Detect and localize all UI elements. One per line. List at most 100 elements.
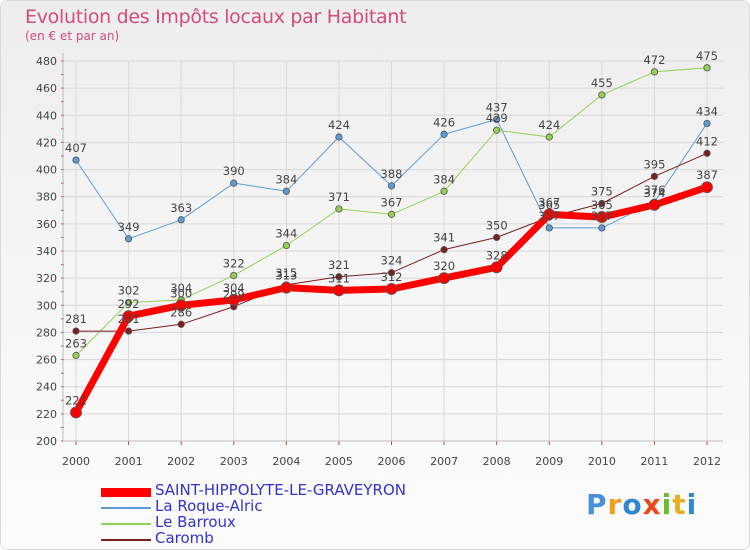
data-label: 344 — [275, 227, 297, 241]
data-label: 434 — [696, 104, 718, 118]
data-point — [122, 310, 135, 323]
x-tick-label: 2011 — [640, 455, 668, 468]
data-point — [387, 269, 396, 277]
data-point — [124, 327, 133, 335]
data-label: 426 — [433, 115, 455, 129]
data-point — [387, 210, 396, 218]
data-label: 371 — [328, 190, 350, 204]
data-point — [72, 156, 80, 164]
data-point — [493, 233, 501, 242]
data-label: 365 — [538, 198, 560, 212]
data-label: 424 — [538, 118, 560, 132]
y-tick-label: 440 — [36, 109, 57, 122]
data-label: 357 — [538, 209, 560, 223]
data-point — [703, 119, 711, 128]
data-point — [598, 91, 606, 99]
data-label: 322 — [223, 256, 245, 270]
data-point — [124, 235, 133, 243]
x-tick-label: 2010 — [588, 455, 616, 468]
data-point — [282, 241, 290, 250]
logo-letter: P — [586, 488, 608, 521]
data-point — [177, 216, 185, 224]
legend-label: Caromb — [155, 529, 214, 547]
data-point — [72, 327, 80, 335]
data-point — [335, 133, 343, 141]
data-point — [703, 64, 711, 72]
data-point — [595, 211, 608, 223]
data-label: 472 — [643, 53, 665, 67]
data-label: 341 — [433, 231, 455, 245]
data-point — [598, 224, 606, 232]
data-label: 300 — [170, 286, 192, 300]
y-tick-label: 220 — [36, 408, 57, 421]
data-point — [70, 406, 82, 419]
chart-title: Evolution des Impôts locaux par Habitant — [25, 6, 407, 28]
x-tick-label: 2003 — [220, 455, 248, 468]
x-tick-label: 2001 — [115, 455, 143, 468]
data-label: 349 — [118, 220, 140, 234]
data-point — [701, 181, 713, 194]
data-point — [335, 273, 343, 281]
data-point — [227, 293, 240, 306]
data-label: 374 — [643, 186, 665, 200]
legend-item: Caromb — [101, 529, 521, 548]
legend-swatch — [101, 507, 151, 509]
y-tick-label: 460 — [36, 82, 57, 95]
logo-letter: x — [642, 488, 662, 521]
x-tick-label: 2004 — [272, 455, 300, 468]
y-tick-label: 420 — [36, 136, 57, 149]
data-label: 324 — [381, 254, 403, 268]
data-label: 281 — [118, 312, 140, 326]
data-point — [493, 126, 501, 134]
legend-swatch — [101, 487, 151, 497]
data-label: 376 — [643, 183, 665, 197]
data-point — [333, 284, 345, 297]
data-label: 365 — [591, 198, 613, 212]
data-point — [335, 205, 343, 213]
data-label: 390 — [223, 164, 245, 178]
data-label: 320 — [433, 259, 455, 273]
data-label: 412 — [696, 134, 718, 148]
y-tick-label: 200 — [36, 435, 57, 448]
x-tick-label: 2009 — [535, 455, 563, 468]
logo-letter: i — [661, 488, 673, 521]
data-label: 367 — [381, 195, 403, 209]
data-label: 367 — [538, 195, 560, 209]
y-tick-label: 480 — [36, 55, 57, 68]
data-point — [280, 281, 293, 294]
data-label: 328 — [486, 248, 508, 262]
data-label: 424 — [328, 118, 350, 132]
data-label: 299 — [223, 288, 245, 302]
data-label: 388 — [381, 167, 403, 181]
data-point — [545, 224, 553, 232]
y-tick-label: 340 — [36, 245, 57, 258]
y-tick-label: 400 — [36, 164, 57, 177]
data-point — [545, 133, 553, 141]
data-label: 292 — [118, 297, 140, 311]
data-point — [387, 182, 396, 190]
legend-swatch — [101, 539, 151, 541]
data-point — [440, 187, 448, 195]
data-point — [543, 208, 556, 221]
y-tick-label: 240 — [36, 381, 57, 394]
data-point — [282, 187, 290, 195]
y-tick-label: 260 — [36, 354, 57, 367]
legend-item: La Roque-Alric — [101, 498, 521, 516]
data-point — [493, 115, 501, 123]
data-point — [598, 199, 606, 208]
data-point — [440, 246, 448, 254]
data-label: 313 — [275, 269, 297, 283]
proxiti-logo: Proxiti — [586, 488, 697, 521]
data-label: 281 — [65, 312, 87, 326]
data-label: 384 — [275, 172, 297, 186]
logo-letter: t — [672, 488, 687, 521]
x-tick-label: 2008 — [483, 455, 511, 468]
data-label: 455 — [591, 76, 613, 90]
data-point — [440, 130, 448, 138]
data-label: 429 — [486, 111, 508, 125]
data-point — [230, 271, 238, 280]
data-label: 357 — [591, 209, 613, 223]
y-tick-label: 320 — [36, 272, 57, 285]
data-label: 363 — [170, 201, 192, 215]
